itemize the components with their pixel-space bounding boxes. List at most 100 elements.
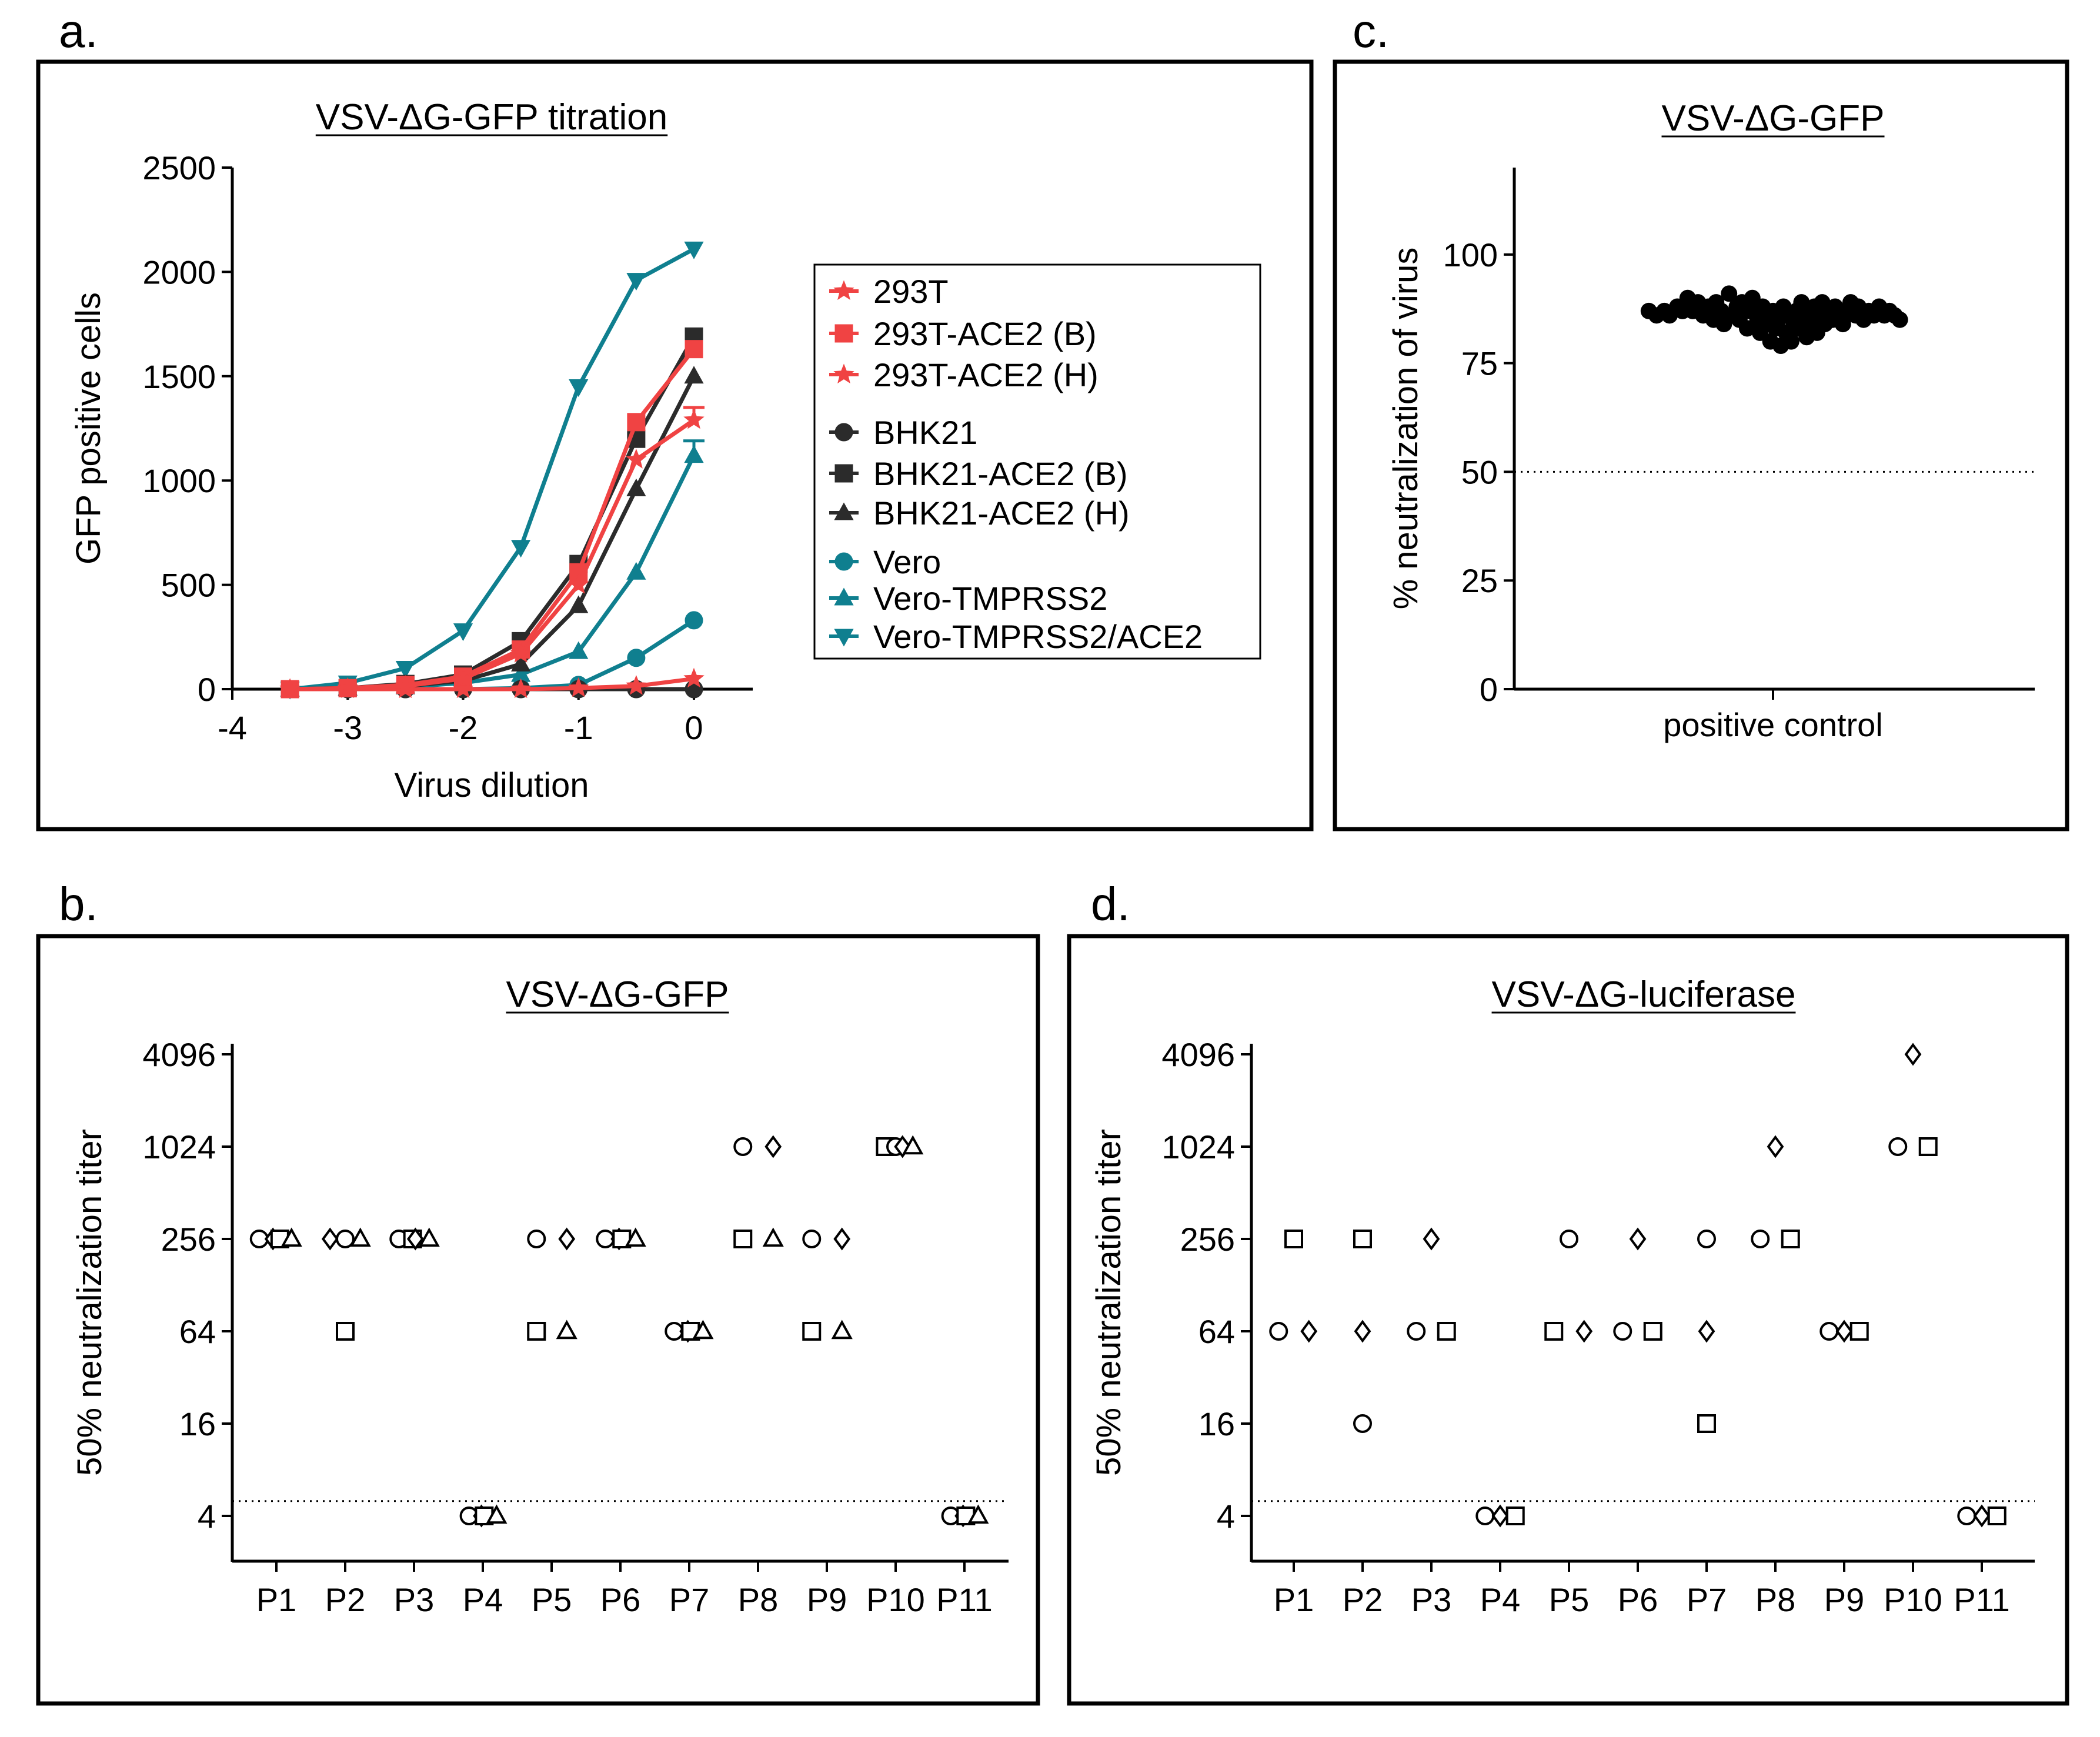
panel-d-chart: VSV-ΔG-luciferase 4 16 64 256 1024 4096 P1 P2 P3 P… bbox=[1090, 974, 2035, 1618]
panel-b-ytick-label: 1024 bbox=[142, 1128, 216, 1165]
panel-a-title: VSV-ΔG-GFP titration bbox=[316, 97, 667, 138]
panel-d-point-p3-square bbox=[1437, 1322, 1456, 1341]
panel-d-point-p4-square bbox=[1505, 1506, 1525, 1525]
panel-d-category-label: P11 bbox=[1954, 1581, 2009, 1618]
panel-a-ytick-label: 2500 bbox=[142, 149, 216, 186]
panel-c-y-label: % neutralization of virus bbox=[1387, 248, 1425, 610]
panel-b-point-p8-square bbox=[733, 1230, 753, 1248]
panel-b-point-p9-triangle bbox=[831, 1320, 853, 1340]
panel-d-point-p9-circle bbox=[1819, 1322, 1839, 1341]
panel-d-point-p6-square bbox=[1643, 1322, 1662, 1341]
panel-d-point-p8-diamond bbox=[1767, 1135, 1784, 1158]
panel-d-category-label: P5 bbox=[1549, 1581, 1590, 1618]
panel-label-b: b. bbox=[59, 878, 98, 930]
panel-d-point-p10-circle bbox=[1888, 1137, 1908, 1156]
series-293t-point bbox=[452, 678, 474, 699]
series-bhk21-ace2-b bbox=[281, 327, 703, 699]
panel-c-ytick-label: 25 bbox=[1461, 562, 1498, 599]
legend-293t-ace2-h-marker bbox=[833, 363, 854, 384]
panel-c-ytick-label: 75 bbox=[1461, 345, 1498, 382]
series-vero-tmprss2-ace2-point bbox=[626, 273, 646, 291]
series-293t-ace2-b-line bbox=[290, 348, 696, 692]
panel-d-point-p11-diamond bbox=[1973, 1504, 1991, 1528]
panel-b-frame bbox=[36, 934, 1040, 1706]
panel-d-category-label: P9 bbox=[1824, 1581, 1865, 1618]
panel-b-category-label: P9 bbox=[807, 1581, 847, 1618]
panel-b-ytick-label: 16 bbox=[179, 1405, 216, 1442]
panel-d-point-p5-square bbox=[1544, 1322, 1564, 1341]
panel-d-point-p6-diamond bbox=[1629, 1227, 1647, 1251]
panel-d-point-p9-diamond bbox=[1835, 1320, 1853, 1343]
panel-b-category-label: P3 bbox=[394, 1581, 435, 1618]
series-vero-point bbox=[627, 649, 646, 667]
panel-d-point-p3-circle bbox=[1407, 1322, 1426, 1341]
legend-vero-label: Vero bbox=[873, 543, 941, 580]
panel-d-point-p2-circle bbox=[1353, 1414, 1372, 1433]
panel-b-category-label: P6 bbox=[600, 1581, 641, 1618]
series-bhk21-ace2-b-line bbox=[290, 335, 696, 692]
panel-d-point-p1-circle bbox=[1269, 1322, 1288, 1341]
series-vero-tmprss2-ace2 bbox=[280, 241, 704, 700]
series-bhk21-ace2-h-point bbox=[626, 478, 646, 496]
panel-d-point-p8-circle bbox=[1751, 1230, 1770, 1248]
panel-a-ytick-label: 0 bbox=[198, 671, 216, 708]
panel-b-point-p5-circle bbox=[527, 1230, 546, 1248]
panel-a-legend-box bbox=[813, 263, 1261, 660]
panel-a-xtick-label: -3 bbox=[333, 709, 362, 746]
panel-d-frame bbox=[1067, 934, 2069, 1706]
series-293t-ace2-h-point bbox=[395, 675, 416, 695]
panel-c-point bbox=[1782, 333, 1799, 350]
panel-c-category-label: positive control bbox=[1663, 706, 1883, 743]
series-293t-ace2-b-point bbox=[627, 413, 646, 432]
panel-d-category-label: P8 bbox=[1755, 1581, 1796, 1618]
panel-a-y-label: GFP positive cells bbox=[69, 292, 108, 564]
panel-d-category-label: P10 bbox=[1884, 1581, 1942, 1618]
panel-d-point-p10-diamond bbox=[1904, 1043, 1922, 1066]
panel-d-category-label: P7 bbox=[1687, 1581, 1727, 1618]
panel-b-point-p4-triangle bbox=[486, 1504, 508, 1524]
panel-b-point-p2-diamond bbox=[321, 1227, 339, 1251]
panel-label-c: c. bbox=[1353, 5, 1389, 57]
legend-vero-tmprss2-marker bbox=[834, 587, 854, 606]
panel-d-point-p7-square bbox=[1697, 1414, 1716, 1433]
panel-a-x-label: Virus dilution bbox=[394, 766, 589, 804]
panel-d-point-p2-square bbox=[1353, 1230, 1372, 1248]
legend-bhk21-ace2-h-marker bbox=[834, 502, 854, 520]
series-293t-point bbox=[626, 675, 647, 695]
series-293t-ace2-h-point bbox=[452, 667, 474, 688]
panel-d-category-label: P4 bbox=[1480, 1581, 1521, 1618]
panel-a-chart: VSV-ΔG-GFP titration 0 500 1000 1500 2000 2500… bbox=[69, 97, 1261, 804]
panel-a-xtick-label: 0 bbox=[685, 709, 703, 746]
panel-d-ytick-label: 4096 bbox=[1161, 1036, 1235, 1073]
legend-bhk21-label: BHK21 bbox=[873, 414, 977, 451]
panel-a-ytick-label: 500 bbox=[161, 567, 216, 604]
panel-c-point bbox=[1834, 316, 1851, 333]
panel-a-ytick-label: 1000 bbox=[142, 462, 216, 499]
panel-b-category-label: P8 bbox=[738, 1581, 779, 1618]
panel-d-point-p2-diamond bbox=[1354, 1320, 1371, 1343]
series-293t-ace2-b bbox=[281, 340, 703, 699]
panel-d-y-label: 50% neutralization titer bbox=[1090, 1129, 1128, 1476]
panel-b-chart: VSV-ΔG-GFP 4 16 64 256 1024 4096 P1 P2 P3 P4 P5 P6 P7… bbox=[71, 974, 1009, 1618]
series-293t-point bbox=[510, 678, 532, 699]
series-293t-ace2-h-point bbox=[510, 643, 532, 663]
panel-d-point-p3-diamond bbox=[1423, 1227, 1440, 1251]
panel-b-point-p2-square bbox=[336, 1322, 355, 1341]
series-293t-ace2-h-point bbox=[683, 409, 705, 429]
series-vero-tmprss2-ace2-point bbox=[395, 661, 415, 679]
panel-d-point-p7-circle bbox=[1697, 1230, 1716, 1248]
series-vero-tmprss2-ace2-point bbox=[511, 540, 531, 558]
legend-vero-tmprss2-ace2-label: Vero-TMPRSS2/ACE2 bbox=[873, 618, 1203, 655]
panel-c-frame bbox=[1333, 59, 2069, 831]
panel-d-ytick-label: 1024 bbox=[1161, 1128, 1235, 1165]
panel-b-point-p2-circle bbox=[336, 1230, 355, 1248]
panel-d-point-p11-square bbox=[1987, 1506, 2006, 1525]
panel-a-ytick-label: 1500 bbox=[142, 358, 216, 395]
panel-b-category-label: P2 bbox=[325, 1581, 366, 1618]
panel-c-ytick-label: 100 bbox=[1443, 236, 1498, 273]
panel-d-point-p4-diamond bbox=[1491, 1504, 1509, 1528]
panel-d-category-label: P3 bbox=[1411, 1581, 1452, 1618]
panel-b-point-p9-square bbox=[802, 1322, 822, 1341]
series-293t-point bbox=[567, 677, 589, 697]
